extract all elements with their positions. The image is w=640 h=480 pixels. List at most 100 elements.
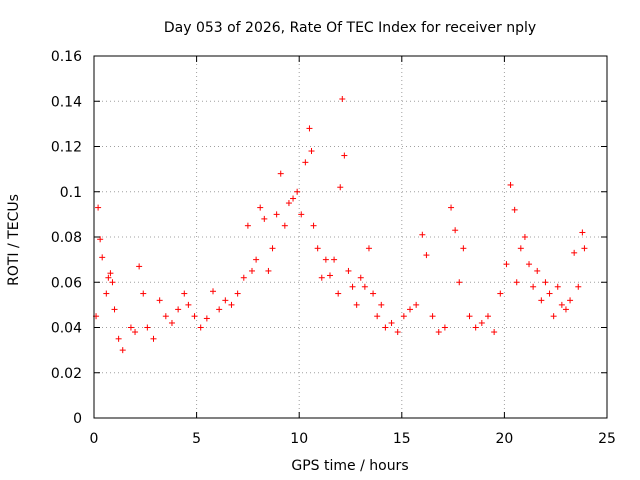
chart-title: Day 053 of 2026, Rate Of TEC Index for r… [164,20,536,36]
data-point [308,148,315,155]
data-point [294,188,301,195]
data-point [567,297,574,304]
data-point [558,301,565,308]
data-point [240,274,247,281]
data-point [156,297,163,304]
data-point [441,324,448,331]
data-point [478,319,485,326]
x-tick-label: 25 [598,431,616,447]
data-point [374,313,381,320]
data-point [306,125,313,132]
data-point [127,324,134,331]
data-point [109,279,116,286]
data-point [95,204,102,211]
data-point [503,261,510,268]
data-point [302,159,309,166]
data-point [222,297,229,304]
data-point [526,261,533,268]
data-point [326,272,333,279]
data-point [277,170,284,177]
data-point [345,267,352,274]
data-point [460,245,467,252]
data-point [136,263,143,270]
grid-layer [94,56,607,418]
data-point [357,274,364,281]
data-point [103,290,110,297]
data-point [339,95,346,102]
data-point [168,319,175,326]
data-point [210,288,217,295]
data-point [265,267,272,274]
data-point [507,181,514,188]
y-tick-label: 0.04 [51,321,82,337]
data-point [448,204,455,211]
data-point [132,329,139,336]
data-point [197,324,204,331]
data-point [472,324,479,331]
data-point [435,329,442,336]
data-point [550,313,557,320]
y-tick-label: 0.16 [51,49,82,65]
data-point [370,290,377,297]
data-point [185,301,192,308]
data-point [419,231,426,238]
data-point [191,313,198,320]
data-point [181,290,188,297]
data-point [298,211,305,218]
data-point [388,319,395,326]
y-tick-label: 0.12 [51,140,82,156]
data-point [244,222,251,229]
data-point [314,245,321,252]
y-tick-label: 0.02 [51,366,82,382]
data-point [378,301,385,308]
x-tick-label: 0 [90,431,99,447]
data-point [253,256,260,263]
data-point [400,313,407,320]
data-point [407,306,414,313]
data-point [429,313,436,320]
data-point [175,306,182,313]
data-point [497,290,504,297]
data-point [365,245,372,252]
x-tick-label: 15 [393,431,411,447]
y-axis-label: ROTI / TECUs [6,194,22,286]
data-point [119,347,126,354]
data-point [349,283,356,290]
data-point [234,290,241,297]
data-point [162,313,169,320]
data-point [331,256,338,263]
data-point [203,315,210,322]
data-point [491,329,498,336]
data-point [140,290,147,297]
data-point [394,329,401,336]
data-point [517,245,524,252]
x-tick-label: 5 [192,431,201,447]
data-point [382,324,389,331]
x-tick-label: 20 [495,431,513,447]
data-point [456,279,463,286]
data-point [413,301,420,308]
data-point [353,301,360,308]
data-point [150,335,157,342]
data-point [484,313,491,320]
y-tick-label: 0.08 [51,230,82,246]
data-point [579,229,586,236]
data-point [318,274,325,281]
data-point [228,301,235,308]
data-point [562,306,569,313]
y-tick-label: 0.14 [51,94,82,110]
data-point [361,283,368,290]
data-point [269,245,276,252]
data-point [322,256,329,263]
data-point [281,222,288,229]
data-point [97,236,104,243]
axis-ticks [93,55,608,419]
y-tick-label: 0.06 [51,275,82,291]
data-point [335,290,342,297]
data-point [513,279,520,286]
data-point [466,313,473,320]
data-point [423,252,430,259]
x-axis-label: GPS time / hours [291,458,408,474]
